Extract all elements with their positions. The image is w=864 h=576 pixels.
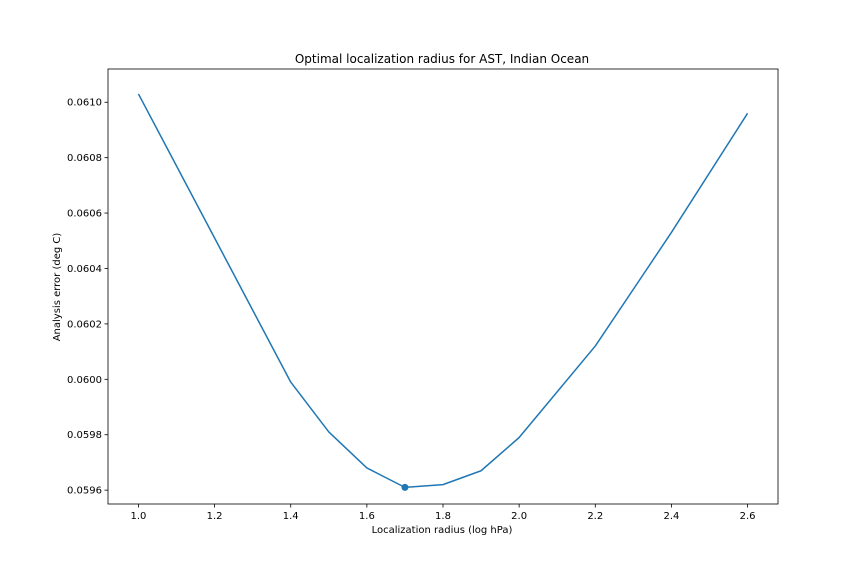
chart-title: Optimal localization radius for AST, Ind… (295, 52, 589, 66)
x-tick-label: 1.4 (283, 511, 299, 522)
series-line (137, 93, 749, 489)
x-axis: 1.0 1.2 1.4 1.6 1.8 2.0 2.2 2.4 2.6 (131, 504, 756, 522)
x-tick-label: 2.6 (740, 511, 756, 522)
y-axis-label: Analysis error (deg C) (52, 233, 63, 342)
x-tick-label: 2.4 (663, 511, 679, 522)
y-tick-label: 0.0606 (67, 209, 102, 220)
optimal-point-marker (401, 483, 409, 491)
y-tick-label: 0.0596 (67, 486, 102, 497)
plot-area: 1.0 1.2 1.4 1.6 1.8 2.0 2.2 2.4 2.6 0.0596 0.0598… (67, 68, 779, 522)
y-tick-label: 0.0600 (67, 375, 102, 386)
y-axis: 0.0596 0.0598 0.0600 0.0602 0.0604 0.0606 0.06… (67, 98, 108, 497)
y-tick-label: 0.0604 (67, 264, 102, 275)
y-tick-label: 0.0610 (67, 98, 102, 109)
x-tick-label: 2.0 (511, 511, 527, 522)
x-tick-label: 1.2 (207, 511, 223, 522)
x-tick-label: 1.6 (359, 511, 375, 522)
y-tick-label: 0.0598 (67, 430, 102, 441)
x-tick-label: 2.2 (587, 511, 603, 522)
y-tick-label: 0.0602 (67, 319, 102, 330)
x-axis-label: Localization radius (log hPa) (372, 525, 513, 536)
x-tick-label: 1.8 (435, 511, 451, 522)
y-tick-label: 0.0608 (67, 153, 102, 164)
x-tick-label: 1.0 (131, 511, 147, 522)
